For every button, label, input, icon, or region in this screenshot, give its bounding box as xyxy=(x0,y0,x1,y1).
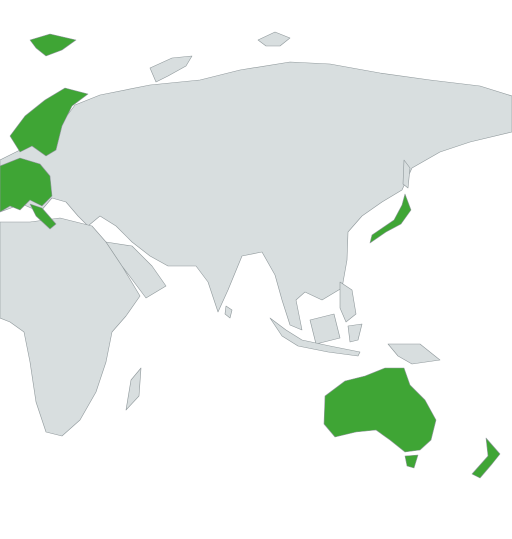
madagascar xyxy=(125,367,142,411)
italy xyxy=(29,203,57,230)
sakhalin xyxy=(402,159,411,189)
new-zealand xyxy=(471,437,501,479)
arctic-islands-east xyxy=(257,31,291,47)
arctic-islands xyxy=(149,55,193,83)
eurasia xyxy=(0,61,512,331)
africa xyxy=(0,217,141,437)
svalbard xyxy=(29,33,77,57)
tasmania xyxy=(404,454,419,469)
sri-lanka xyxy=(224,305,233,319)
sumatra-java xyxy=(269,317,361,357)
land xyxy=(0,31,512,437)
japan xyxy=(369,193,412,244)
arabia xyxy=(105,241,167,299)
highlighted xyxy=(0,33,501,479)
sulawesi xyxy=(347,323,363,343)
borneo xyxy=(309,313,341,345)
western-europe xyxy=(0,157,53,213)
scandinavia xyxy=(9,87,89,157)
philippines xyxy=(339,281,357,323)
new-guinea xyxy=(387,343,441,365)
australia xyxy=(323,367,437,453)
